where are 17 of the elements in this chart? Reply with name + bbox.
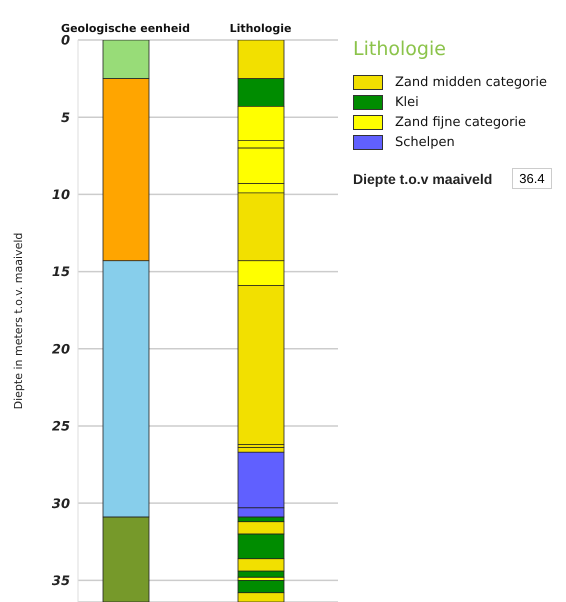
y-tick-label: 25 [52, 420, 70, 435]
legend-label: Zand midden categorie [395, 74, 548, 90]
legend-label: Zand fijne categorie [395, 114, 526, 130]
text: Diepte t.o.v maaiveld [353, 170, 492, 186]
legend-title: Lithologie [353, 38, 447, 60]
x-tick-label: Geologische eenheid [61, 22, 190, 35]
y-tick-label: 30 [52, 496, 70, 512]
y-tick-label: 5 [60, 110, 70, 126]
legend-label: Schelpen [395, 134, 455, 150]
y-axis-title: Diepte in meters t.o.v. maaiveld [12, 232, 25, 410]
y-tick-label: 0 [60, 34, 70, 49]
text: 36.4 [512, 168, 552, 189]
y-tick-label: 20 [52, 342, 70, 358]
y-tick-label: 15 [52, 265, 70, 280]
legend-label: Klei [395, 94, 419, 110]
y-tick-label: 35 [52, 574, 70, 589]
y-tick-label: 10 [52, 188, 70, 204]
